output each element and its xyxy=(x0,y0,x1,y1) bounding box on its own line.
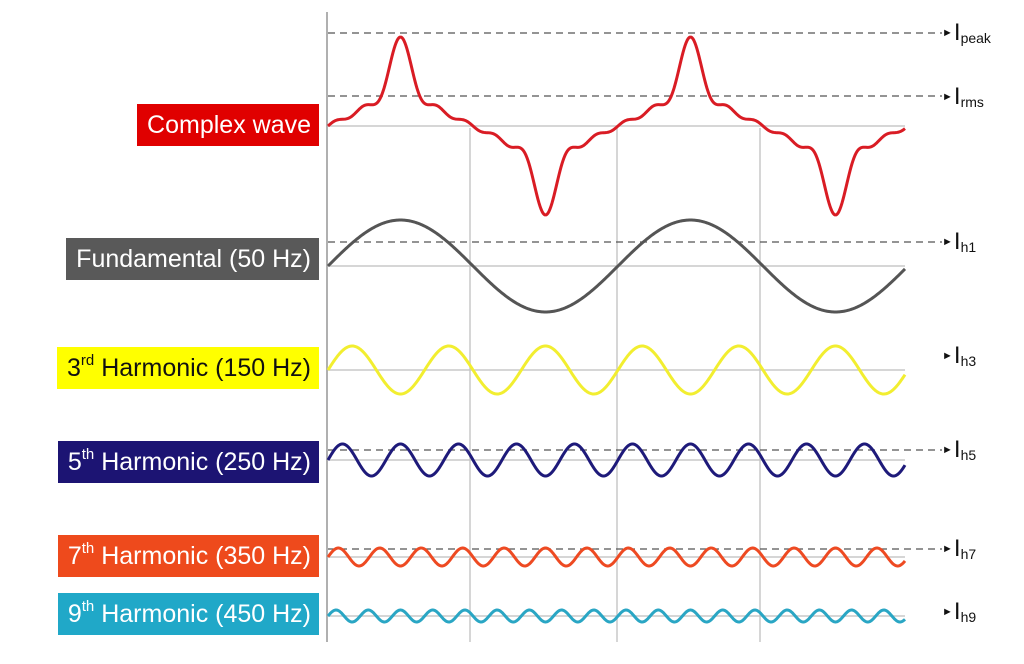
label-5th-harmonic-text: Harmonic (250 Hz) xyxy=(101,447,311,476)
marker-arrow-icon: ► xyxy=(942,543,953,555)
label-complex-wave: Complex wave xyxy=(137,104,319,146)
label-fundamental-text: Fundamental (50 Hz) xyxy=(76,244,311,273)
wave-curves xyxy=(326,35,907,624)
marker-arrow-icon: ► xyxy=(942,350,953,362)
marker-i-h5-main: I xyxy=(953,436,961,463)
wave-h5 xyxy=(326,442,907,478)
label-fundamental: Fundamental (50 Hz) xyxy=(66,238,319,280)
amplitude-dashed-lines xyxy=(328,32,942,550)
label-7th-ordinal-suffix: th xyxy=(81,539,95,557)
marker-i-h9: ►Ih9 xyxy=(942,598,976,626)
marker-arrow-icon: ► xyxy=(942,606,953,618)
label-7th-ordinal: 7 xyxy=(67,541,82,570)
wave-h1 xyxy=(326,218,907,314)
marker-i-h7-sub: h7 xyxy=(960,546,977,562)
marker-i-h9-sub: h9 xyxy=(960,609,977,625)
marker-i-rms-main: I xyxy=(953,83,961,110)
marker-i-h7: ►Ih7 xyxy=(942,535,976,563)
marker-arrow-icon: ► xyxy=(942,27,953,39)
marker-i-h1: ►Ih1 xyxy=(942,228,976,256)
marker-arrow-icon: ► xyxy=(942,91,953,103)
marker-i-h1-main: I xyxy=(953,228,961,255)
wave-h3 xyxy=(326,344,907,396)
marker-i-rms: ►Irms xyxy=(942,83,984,111)
label-3rd-ordinal: 3 xyxy=(67,353,81,382)
wave-h7 xyxy=(326,546,907,568)
label-complex-wave-text: Complex wave xyxy=(147,110,311,139)
marker-i-h1-sub: h1 xyxy=(960,239,977,255)
marker-arrow-icon: ► xyxy=(942,444,953,456)
marker-i-h5: ►Ih5 xyxy=(942,436,976,464)
label-3rd-ordinal-suffix: rd xyxy=(80,351,95,369)
marker-i-h9-main: I xyxy=(953,598,961,625)
marker-i-h3-main: I xyxy=(953,342,961,369)
marker-i-h3: ►Ih3 xyxy=(942,342,976,370)
label-9th-ordinal-suffix: th xyxy=(81,597,95,615)
label-9th-ordinal: 9 xyxy=(67,599,82,628)
wave-h9 xyxy=(326,608,907,624)
marker-i-peak: ►Ipeak xyxy=(942,19,991,47)
label-5th-ordinal: 5 xyxy=(67,447,82,476)
marker-i-h5-sub: h5 xyxy=(960,447,977,463)
marker-i-peak-sub: peak xyxy=(960,30,991,46)
marker-i-peak-main: I xyxy=(953,19,961,46)
label-3rd-harmonic-text: Harmonic (150 Hz) xyxy=(101,353,311,382)
label-7th-harmonic-text: Harmonic (350 Hz) xyxy=(101,541,311,570)
marker-arrow-icon: ► xyxy=(942,236,953,248)
label-9th-harmonic-text: Harmonic (450 Hz) xyxy=(101,599,311,628)
wave-complex xyxy=(327,35,906,217)
marker-i-h3-sub: h3 xyxy=(960,353,977,369)
label-5th-ordinal-suffix: th xyxy=(81,445,95,463)
marker-i-rms-sub: rms xyxy=(960,94,984,110)
marker-i-h7-main: I xyxy=(953,535,961,562)
